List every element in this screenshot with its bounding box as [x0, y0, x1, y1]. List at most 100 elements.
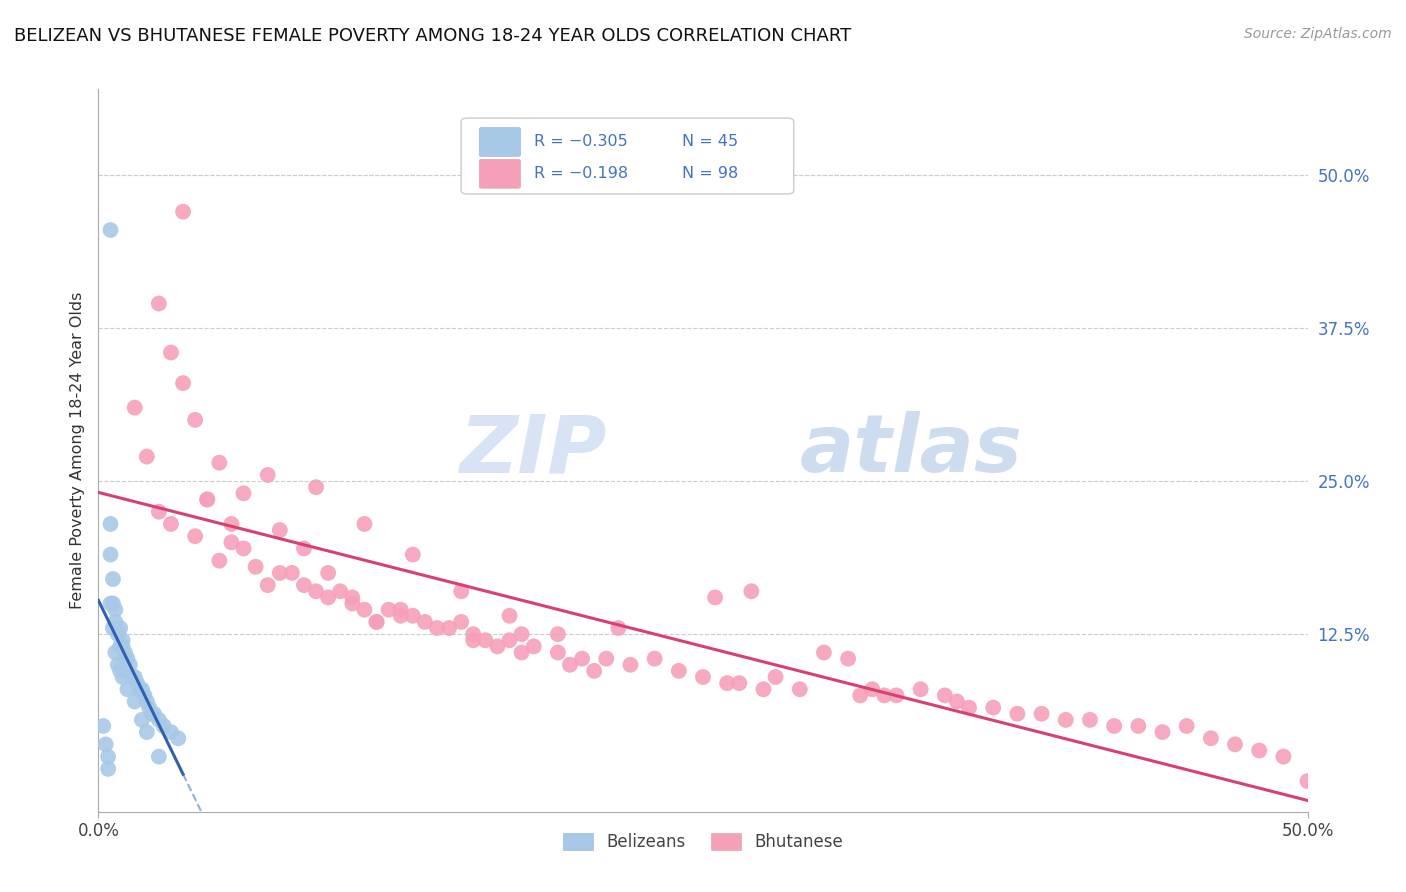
Point — [108, 664, 131, 678]
Point — [256, 467, 278, 482]
Point — [269, 566, 291, 580]
Text: N = 45: N = 45 — [682, 135, 738, 150]
Point — [101, 572, 124, 586]
Point — [342, 597, 364, 611]
Point — [135, 725, 157, 739]
Point — [195, 492, 218, 507]
Point — [558, 657, 581, 672]
Point — [619, 657, 641, 672]
Point — [160, 725, 183, 739]
Point — [111, 640, 134, 654]
Point — [148, 296, 170, 310]
Point — [111, 633, 134, 648]
Point — [486, 640, 509, 654]
Point — [547, 646, 569, 660]
Point — [957, 700, 980, 714]
Point — [143, 706, 166, 721]
Point — [104, 646, 127, 660]
Point — [111, 670, 134, 684]
Point — [413, 615, 436, 629]
Point — [547, 627, 569, 641]
Text: R = −0.305: R = −0.305 — [534, 135, 627, 150]
Text: BELIZEAN VS BHUTANESE FEMALE POVERTY AMONG 18-24 YEAR OLDS CORRELATION CHART: BELIZEAN VS BHUTANESE FEMALE POVERTY AMO… — [14, 27, 851, 45]
Point — [100, 516, 122, 531]
Point — [97, 762, 120, 776]
Point — [1175, 719, 1198, 733]
Point — [329, 584, 352, 599]
Point — [138, 700, 160, 714]
Point — [353, 602, 375, 616]
Point — [124, 401, 146, 415]
Point — [704, 591, 727, 605]
Point — [716, 676, 738, 690]
Point — [389, 608, 412, 623]
Point — [167, 731, 190, 746]
Point — [135, 694, 157, 708]
Point — [1031, 706, 1053, 721]
Point — [450, 584, 472, 599]
Point — [910, 682, 932, 697]
Y-axis label: Female Poverty Among 18-24 Year Olds: Female Poverty Among 18-24 Year Olds — [69, 292, 84, 609]
Point — [571, 651, 593, 665]
Point — [148, 713, 170, 727]
Point — [316, 591, 339, 605]
Point — [131, 682, 153, 697]
Point — [583, 664, 606, 678]
Point — [117, 651, 139, 665]
Point — [305, 584, 328, 599]
Point — [195, 492, 218, 507]
Point — [389, 602, 412, 616]
Point — [100, 548, 122, 562]
Point — [101, 621, 124, 635]
Point — [172, 204, 194, 219]
Point — [127, 676, 149, 690]
Point — [1102, 719, 1125, 733]
Point — [752, 682, 775, 697]
Point — [134, 689, 156, 703]
Point — [607, 621, 630, 635]
Point — [104, 602, 127, 616]
Point — [463, 627, 485, 641]
Point — [1078, 713, 1101, 727]
Point — [860, 682, 883, 697]
Point — [510, 627, 533, 641]
Point — [813, 646, 835, 660]
Point — [292, 541, 315, 556]
Point — [269, 523, 291, 537]
Text: ZIP: ZIP — [458, 411, 606, 490]
Point — [135, 450, 157, 464]
Point — [91, 719, 114, 733]
Point — [377, 602, 399, 616]
Point — [152, 719, 174, 733]
Point — [107, 657, 129, 672]
Point — [232, 541, 254, 556]
Point — [1128, 719, 1150, 733]
Point — [108, 640, 131, 654]
Point — [118, 657, 141, 672]
Point — [221, 535, 243, 549]
Point — [789, 682, 811, 697]
Point — [1223, 737, 1246, 751]
Point — [184, 529, 207, 543]
Point — [94, 737, 117, 751]
Point — [342, 591, 364, 605]
Text: atlas: atlas — [800, 411, 1022, 490]
Point — [232, 486, 254, 500]
Point — [172, 376, 194, 390]
Point — [498, 633, 520, 648]
Legend: Belizeans, Bhutanese: Belizeans, Bhutanese — [557, 826, 849, 857]
Point — [114, 646, 136, 660]
Text: N = 98: N = 98 — [682, 166, 738, 181]
Point — [728, 676, 751, 690]
FancyBboxPatch shape — [479, 160, 520, 188]
Point — [124, 670, 146, 684]
Point — [402, 608, 425, 623]
Point — [108, 621, 131, 635]
Point — [668, 664, 690, 678]
Point — [981, 700, 1004, 714]
Point — [366, 615, 388, 629]
Point — [886, 689, 908, 703]
Point — [523, 640, 546, 654]
Point — [474, 633, 496, 648]
Point — [104, 615, 127, 629]
